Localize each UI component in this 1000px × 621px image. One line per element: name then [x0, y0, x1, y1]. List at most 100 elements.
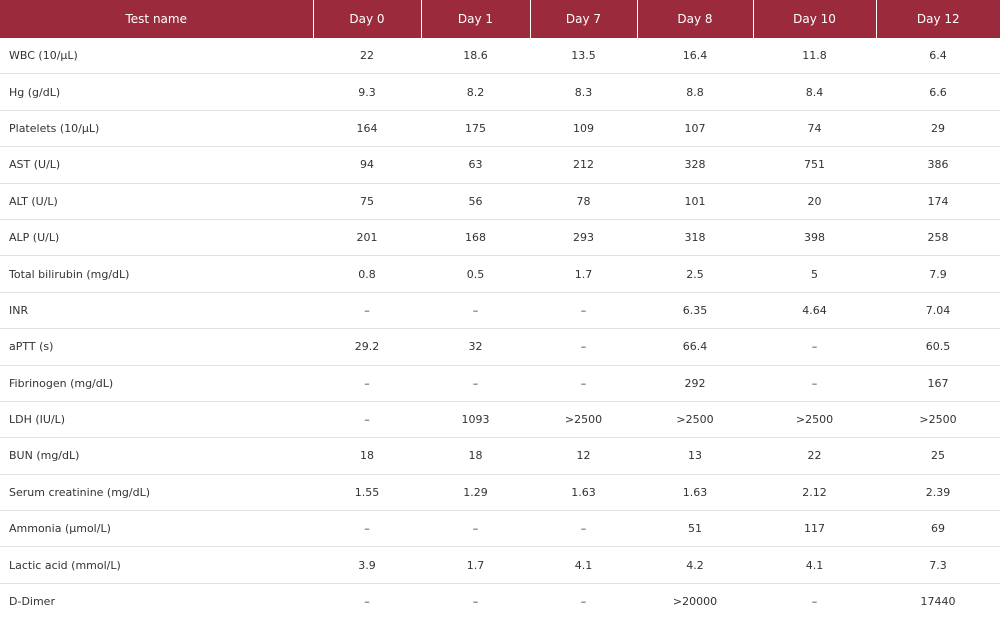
value-cell: 4.1	[530, 546, 637, 584]
value-cell: –	[421, 582, 530, 620]
value-cell: 174	[876, 182, 1000, 220]
test-name-cell: BUN (mg/dL)	[0, 437, 313, 475]
value-cell: 63	[421, 146, 530, 184]
value-cell: 13	[637, 437, 753, 475]
value-cell: –	[530, 364, 637, 402]
value-cell: 1093	[421, 400, 530, 438]
test-name-cell: Hg (g/dL)	[0, 73, 313, 111]
value-cell: 1.63	[530, 473, 637, 511]
value-cell: 328	[637, 146, 753, 184]
value-cell: 8.8	[637, 73, 753, 111]
value-cell: 12	[530, 437, 637, 475]
test-name-cell: Serum creatinine (mg/dL)	[0, 473, 313, 511]
header-day-1: Day 1	[421, 0, 531, 38]
test-name-cell: ALT (U/L)	[0, 182, 313, 220]
value-cell: –	[421, 364, 530, 402]
value-cell: –	[421, 510, 530, 547]
table-row: Ammonia (µmol/L) – – –51 117 69	[0, 510, 1000, 547]
value-cell: –	[753, 364, 876, 402]
value-cell: 18.6	[463, 49, 488, 63]
value-cell: 175	[421, 109, 530, 147]
test-name-cell: aPTT (s)	[0, 328, 313, 366]
test-name-cell: D-Dimer	[0, 582, 313, 620]
value-cell: 60.5	[876, 328, 1000, 366]
value-cell: –	[530, 328, 637, 366]
table-row: INR – – –6.35 4.64 7.04	[0, 291, 1000, 329]
value-cell: 1.7	[530, 255, 637, 293]
value-cell: 18	[421, 437, 530, 475]
value-cell: 164	[313, 109, 421, 147]
table-row: Platelets (10/µL) 164 175 109 107 74 29	[0, 109, 1000, 147]
test-name-cell: AST (U/L)	[0, 146, 313, 184]
value-cell: 4.2	[637, 546, 753, 584]
value-cell: 0.5	[421, 255, 530, 293]
table-row: AST (U/L) 94 63 212 328 751 386	[0, 146, 1000, 184]
header-day-8: Day 8	[637, 0, 754, 38]
test-name-cell: Platelets (10/µL)	[0, 109, 313, 147]
value-cell: 7.3	[876, 546, 1000, 584]
table-row: aPTT (s) 29.2 32–66.4–60.5	[0, 328, 1000, 366]
value-cell: 17440	[876, 582, 1000, 620]
table-row: Fibrinogen (mg/dL) – – –292–167	[0, 364, 1000, 402]
value-cell: >2500	[876, 400, 1000, 438]
value-cell: 1.55	[313, 473, 421, 511]
value-cell: 3.9	[313, 546, 421, 584]
value-cell: 66.4	[637, 328, 753, 366]
value-cell: >2500	[530, 400, 637, 438]
value-cell: 167	[876, 364, 1000, 402]
value-cell: 2.5	[637, 255, 753, 293]
value-cell: –	[313, 582, 421, 620]
value-cell: 29.2	[313, 328, 421, 366]
value-cell: –	[313, 364, 421, 402]
value-cell: –	[753, 582, 876, 620]
value-cell: 6.6	[876, 73, 1000, 111]
header-day-12: Day 12	[876, 0, 1000, 38]
value-cell: 78	[530, 182, 637, 220]
value-cell: 751	[753, 146, 876, 184]
table-row: Lactic acid (mmol/L) 3.9 1.7 4.1 4.2 4.1 7.3	[0, 546, 1000, 584]
value-cell: 168	[421, 218, 530, 256]
header-row: Test name Day 0 Day 1 Day 7 Day 8 Day 10…	[0, 0, 1000, 38]
value-cell: 8.4	[753, 73, 876, 111]
value-cell: 8.3	[530, 73, 637, 111]
test-name-cell: ALP (U/L)	[0, 218, 313, 256]
value-cell: 94	[313, 146, 421, 184]
value-cell: 7.04	[876, 291, 1000, 329]
test-name-cell: LDH (IU/L)	[0, 400, 313, 438]
header-day-0: Day 0	[313, 0, 422, 38]
table-row: Serum creatinine (mg/dL) 1.55 1.29 1.63 1.63…	[0, 473, 1000, 511]
value-cell: 318	[637, 218, 753, 256]
value-cell: 16.4	[682, 49, 708, 63]
value-cell: 32	[421, 328, 530, 366]
value-cell: 18	[313, 437, 421, 475]
value-cell: –	[421, 291, 530, 329]
test-name-cell: INR	[0, 291, 313, 329]
table-row: ALP (U/L) 201 168 293 318 398 258	[0, 218, 1000, 256]
value-cell: >2500	[637, 400, 753, 438]
header-day-7: Day 7	[530, 0, 638, 38]
value-cell: 258	[876, 218, 1000, 256]
value-cell: 1.7	[421, 546, 530, 584]
table-row: Total bilirubin (mg/dL) 0.8 0.5 1.7 2.5 5 7.9	[0, 255, 1000, 293]
value-cell: 56	[421, 182, 530, 220]
test-name-cell: Total bilirubin (mg/dL)	[0, 255, 313, 293]
value-cell: 107	[637, 109, 753, 147]
value-cell: –	[313, 510, 421, 547]
value-cell: 22	[753, 437, 876, 475]
value-cell: 8.2	[421, 73, 530, 111]
value-cell: –	[530, 510, 637, 547]
table-row: LDH (IU/L) –1093 >2500 >2500 >2500 >2500	[0, 400, 1000, 438]
header-day-10: Day 10	[753, 0, 877, 38]
value-cell: 29	[876, 109, 1000, 147]
value-cell: >2500	[753, 400, 876, 438]
value-cell: –	[313, 400, 421, 438]
header-test-name: Test name	[0, 0, 314, 38]
value-cell: 6.4	[929, 49, 947, 63]
value-cell: –	[530, 291, 637, 329]
value-cell: 117	[753, 510, 876, 547]
test-name-cell: Ammonia (µmol/L)	[0, 510, 313, 547]
value-cell: –	[530, 582, 637, 620]
value-cell: 212	[530, 146, 637, 184]
value-cell: 4.1	[753, 546, 876, 584]
